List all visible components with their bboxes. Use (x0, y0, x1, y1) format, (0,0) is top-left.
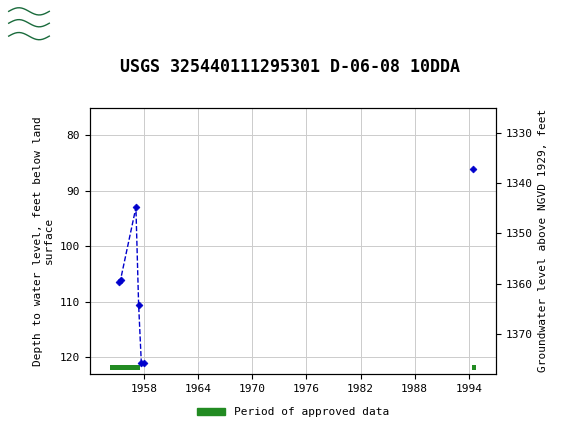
Y-axis label: Groundwater level above NGVD 1929, feet: Groundwater level above NGVD 1929, feet (538, 109, 548, 372)
Text: USGS: USGS (61, 18, 108, 33)
Y-axis label: Depth to water level, feet below land
surface: Depth to water level, feet below land su… (33, 116, 55, 366)
Bar (472, 365, 476, 370)
Bar (6, 4, 52, 46)
Bar (110, 365, 140, 370)
Legend: Period of approved data: Period of approved data (193, 403, 393, 422)
Text: USGS 325440111295301 D-06-08 10DDA: USGS 325440111295301 D-06-08 10DDA (120, 58, 460, 76)
